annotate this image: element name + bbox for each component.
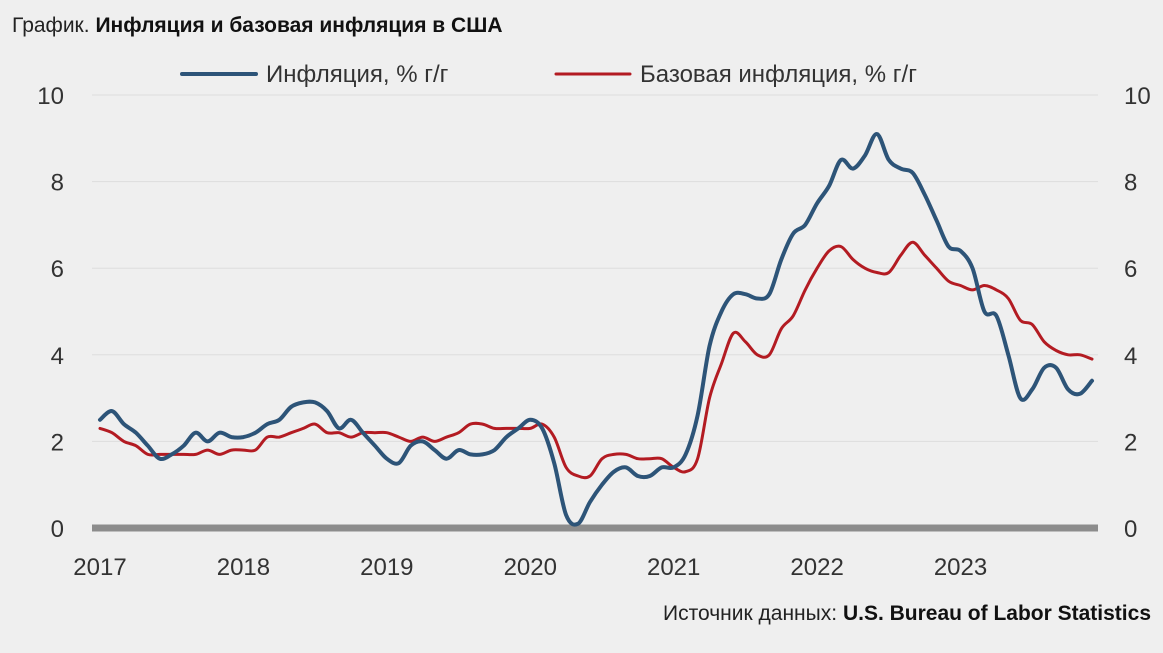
- data-source: Источник данных: U.S. Bureau of Labor St…: [663, 602, 1151, 626]
- x-tick-label: 2018: [217, 554, 270, 581]
- x-tick-label: 2021: [647, 554, 700, 581]
- y-tick-right: 10: [1124, 83, 1151, 110]
- y-tick-left: 10: [37, 83, 64, 110]
- chart-title: Инфляция и базовая инфляция в США: [95, 14, 503, 37]
- series-line-inflation: [98, 132, 1094, 527]
- x-tick-label: 2020: [504, 554, 557, 581]
- y-tick-left: 0: [51, 516, 64, 543]
- line-chart: 0 2 4 6 8 10 0 2 4 6 8 10 2017 2018 2019 2020 2021 2022…: [37, 61, 1151, 581]
- x-tick-label: 2023: [934, 554, 987, 581]
- y-tick-left: 4: [51, 343, 64, 370]
- caption-prefix: График.: [12, 14, 90, 37]
- y-tick-left: 6: [51, 256, 64, 283]
- y-tick-left: 8: [51, 170, 64, 197]
- y-tick-right: 2: [1124, 429, 1137, 456]
- x-tick-label: 2022: [790, 554, 843, 581]
- y-tick-right: 8: [1124, 170, 1137, 197]
- y-tick-right: 0: [1124, 516, 1137, 543]
- legend: Инфляция, % г/г Базовая инфляция, % г/г: [180, 61, 917, 88]
- gridlines: [92, 94, 1098, 532]
- y-tick-left: 2: [51, 429, 64, 456]
- legend-label-inflation: Инфляция, % г/г: [266, 61, 449, 88]
- source-prefix: Источник данных:: [663, 602, 838, 625]
- y-axis-right: 0 2 4 6 8 10: [1124, 83, 1151, 543]
- legend-label-core-inflation: Базовая инфляция, % г/г: [640, 61, 917, 88]
- y-tick-right: 6: [1124, 256, 1137, 283]
- x-axis: 2017 2018 2019 2020 2021 2022 2023: [73, 554, 987, 581]
- x-tick-label: 2017: [73, 554, 126, 581]
- series-lines: [98, 132, 1094, 527]
- chart-caption: График. Инфляция и базовая инфляция в СШ…: [12, 14, 503, 38]
- series-line-core-inflation: [98, 240, 1094, 480]
- y-axis-left: 0 2 4 6 8 10: [37, 83, 64, 543]
- x-tick-label: 2019: [360, 554, 413, 581]
- source-name: U.S. Bureau of Labor Statistics: [842, 602, 1151, 625]
- y-tick-right: 4: [1124, 343, 1137, 370]
